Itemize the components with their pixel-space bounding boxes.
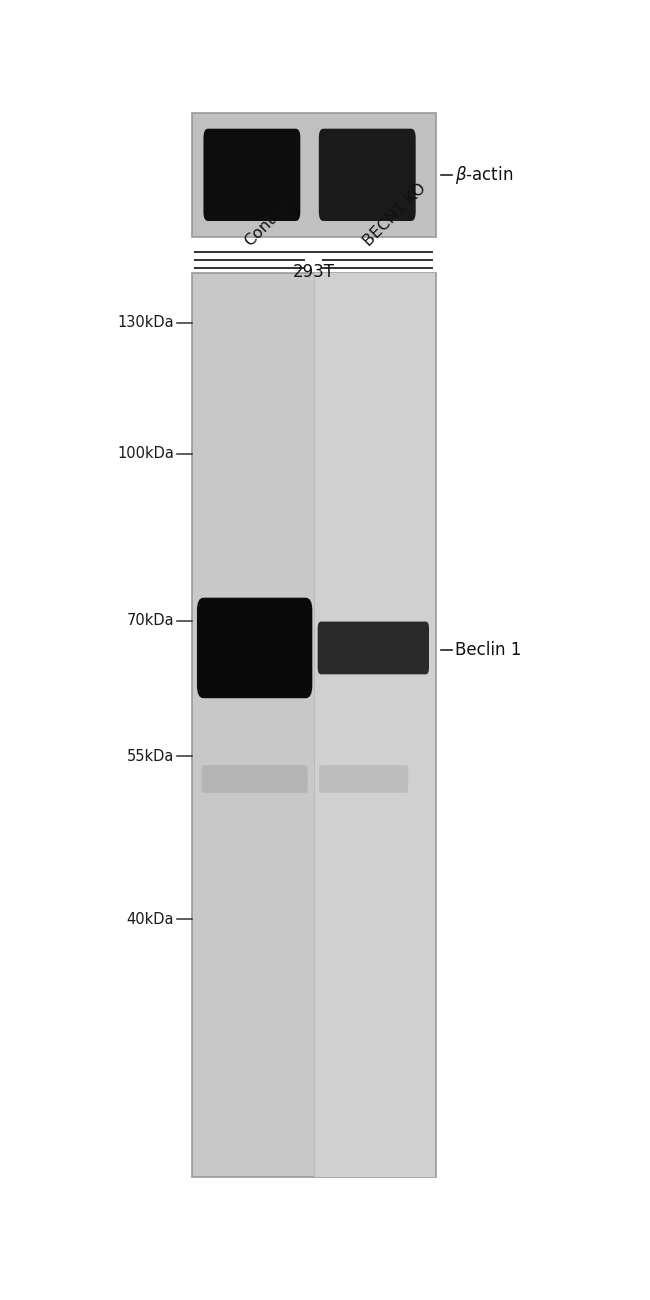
- FancyBboxPatch shape: [202, 766, 308, 793]
- Text: 293T: 293T: [292, 263, 335, 281]
- Bar: [192, 273, 436, 1176]
- Text: BECN1 KO: BECN1 KO: [360, 181, 429, 250]
- Text: Control: Control: [242, 198, 294, 250]
- FancyBboxPatch shape: [319, 766, 408, 793]
- Text: 55kDa: 55kDa: [127, 749, 174, 764]
- FancyBboxPatch shape: [197, 598, 312, 698]
- Text: 70kDa: 70kDa: [127, 614, 174, 628]
- Text: 100kDa: 100kDa: [117, 446, 174, 462]
- FancyBboxPatch shape: [318, 621, 429, 675]
- Text: 130kDa: 130kDa: [118, 315, 174, 330]
- Text: Beclin 1: Beclin 1: [455, 641, 521, 659]
- FancyBboxPatch shape: [318, 129, 416, 221]
- Text: 40kDa: 40kDa: [127, 911, 174, 927]
- Bar: [313, 273, 436, 1176]
- FancyBboxPatch shape: [203, 129, 300, 221]
- Text: $\beta$-actin: $\beta$-actin: [455, 164, 514, 186]
- Bar: [192, 113, 436, 237]
